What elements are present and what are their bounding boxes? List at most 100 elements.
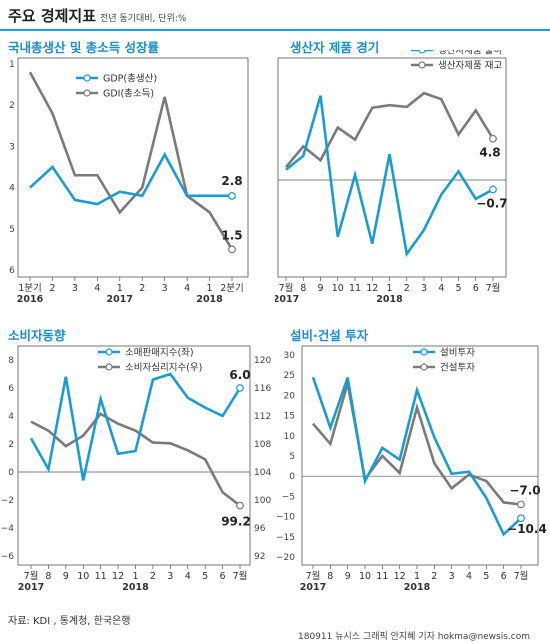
series-end-point bbox=[489, 134, 497, 143]
x-tick-label: 7월 bbox=[514, 570, 529, 582]
y-tick-label: 6 bbox=[9, 266, 15, 276]
x-year-label: 2016 bbox=[17, 294, 44, 305]
x-tick-label: 2 bbox=[139, 283, 145, 294]
x-tick-label: 5 bbox=[455, 283, 461, 294]
y-tick-label-right: 92 bbox=[254, 552, 265, 562]
header-divider bbox=[0, 29, 550, 31]
x-year-label: 2017 bbox=[275, 294, 299, 305]
series-line-primary bbox=[285, 95, 494, 258]
y-tick-label-right: 96 bbox=[254, 524, 266, 534]
data-label: 4.8 bbox=[479, 146, 500, 160]
legend-marker bbox=[418, 50, 426, 54]
x-tick-label: 11 bbox=[349, 283, 361, 294]
x-tick-label: 12 bbox=[394, 571, 406, 582]
x-year-label: 2017 bbox=[300, 582, 326, 593]
page-subtitle: 전년 동기대비, 단위:% bbox=[100, 14, 187, 24]
series-end-point bbox=[236, 384, 244, 392]
y-tick-label: 25 bbox=[284, 371, 295, 381]
plot-frame bbox=[17, 57, 249, 278]
source-note: 자료: KDI , 통계청, 한국은행 bbox=[8, 616, 131, 627]
series-line-secondary bbox=[312, 382, 522, 506]
data-label: 1.5 bbox=[221, 228, 242, 242]
x-year-label: 2018 bbox=[376, 294, 403, 305]
x-tick-label: 3 bbox=[449, 571, 455, 582]
legend-label: 소매판매지수(좌) bbox=[125, 348, 194, 359]
legend-label: GDI(총소득) bbox=[103, 89, 154, 100]
series-line-primary bbox=[29, 372, 242, 481]
x-tick-label: 3 bbox=[162, 283, 168, 294]
x-tick-label: 9 bbox=[63, 571, 69, 582]
x-tick-label: 5 bbox=[202, 571, 208, 582]
credit-line: 180911 뉴시스 그래픽 안지혜 기자 hokma@newsis.com bbox=[298, 632, 531, 642]
x-tick-label: 8 bbox=[327, 571, 333, 582]
y-tick-label-right: 112 bbox=[254, 412, 271, 422]
y-tick-label: 5 bbox=[289, 452, 295, 462]
y-tick-label: 5 bbox=[9, 225, 15, 235]
x-tick-label: 10 bbox=[77, 571, 89, 582]
chart-producer: 1086420−2−4−6−8−107월891011121234567월2017… bbox=[275, 50, 508, 305]
x-tick-label: 4 bbox=[184, 283, 190, 294]
x-tick-label: 1 bbox=[207, 283, 213, 294]
y-tick-label: −2 bbox=[1, 496, 14, 506]
x-tick-label: 9 bbox=[345, 571, 351, 582]
data-label: −10.4 bbox=[507, 522, 547, 536]
legend-marker bbox=[420, 363, 428, 371]
legend-label: 생산자제품 출하 bbox=[438, 50, 502, 57]
series-line-primary bbox=[311, 376, 522, 537]
data-label: 6.0 bbox=[229, 368, 250, 382]
data-label: −7.0 bbox=[509, 483, 540, 497]
y-tick-label: −20 bbox=[276, 553, 295, 563]
x-tick-label: 2 bbox=[49, 283, 55, 294]
legend-label: 설비투자 bbox=[440, 348, 475, 359]
panel-title-consumer: 소비자동향 bbox=[8, 328, 66, 343]
x-tick-label: 5 bbox=[483, 571, 489, 582]
x-tick-label: 7월 bbox=[486, 282, 501, 294]
series-end-point bbox=[236, 501, 244, 510]
legend-label: GDP(총생산) bbox=[103, 74, 157, 85]
panel-title-investment: 설비·건설 투자 bbox=[290, 328, 369, 343]
series-end-point bbox=[517, 500, 525, 509]
panel-title-gdp: 국내총생산 및 총소득 성장률 bbox=[8, 40, 160, 55]
x-tick-label: 12 bbox=[112, 571, 124, 582]
legend-label: 소비자심리지수(우) bbox=[125, 363, 202, 374]
y-tick-label-right: 120 bbox=[254, 356, 271, 366]
y-tick-label: 2 bbox=[8, 440, 14, 450]
panel-title-producer: 생산자 제품 경기 bbox=[290, 40, 380, 55]
x-tick-label: 2분기 bbox=[220, 283, 244, 294]
y-tick-label: 3 bbox=[9, 142, 15, 152]
series-line-primary bbox=[29, 151, 232, 206]
y-tick-label: −15 bbox=[276, 533, 295, 543]
y-tick-label: 8 bbox=[8, 356, 14, 366]
y-tick-label: −10 bbox=[276, 513, 295, 523]
x-tick-label: 2 bbox=[404, 283, 410, 294]
x-tick-label: 7월 bbox=[233, 570, 248, 582]
x-tick-label: 1 bbox=[132, 571, 138, 582]
data-label: 99.2 bbox=[221, 515, 251, 529]
x-tick-label: 1 bbox=[414, 571, 420, 582]
legend-marker bbox=[105, 363, 113, 371]
y-tick-label: 20 bbox=[284, 391, 296, 401]
y-tick-label: 4 bbox=[9, 184, 15, 194]
x-tick-label: 10 bbox=[332, 283, 344, 294]
series-line-secondary bbox=[28, 71, 234, 251]
plot-frame bbox=[277, 57, 507, 278]
x-tick-label: 9 bbox=[317, 283, 323, 294]
plot-frame bbox=[17, 345, 251, 566]
series-line-secondary bbox=[285, 91, 495, 168]
legend-marker bbox=[83, 89, 91, 97]
y-tick-label-right: 116 bbox=[254, 384, 271, 394]
y-tick-label: 2 bbox=[9, 101, 15, 111]
x-tick-label: 1분기 bbox=[18, 283, 42, 294]
x-tick-label: 11 bbox=[376, 571, 388, 582]
legend-label: 건설투자 bbox=[440, 363, 475, 374]
x-tick-label: 4 bbox=[438, 283, 444, 294]
x-tick-label: 8 bbox=[300, 283, 306, 294]
y-tick-label: 15 bbox=[284, 412, 295, 422]
x-tick-label: 7월 bbox=[279, 282, 294, 294]
x-year-label: 2017 bbox=[107, 294, 133, 305]
y-tick-label-right: 104 bbox=[254, 468, 271, 478]
x-tick-label: 10 bbox=[359, 571, 371, 582]
x-tick-label: 3 bbox=[421, 283, 427, 294]
x-tick-label: 2 bbox=[431, 571, 437, 582]
